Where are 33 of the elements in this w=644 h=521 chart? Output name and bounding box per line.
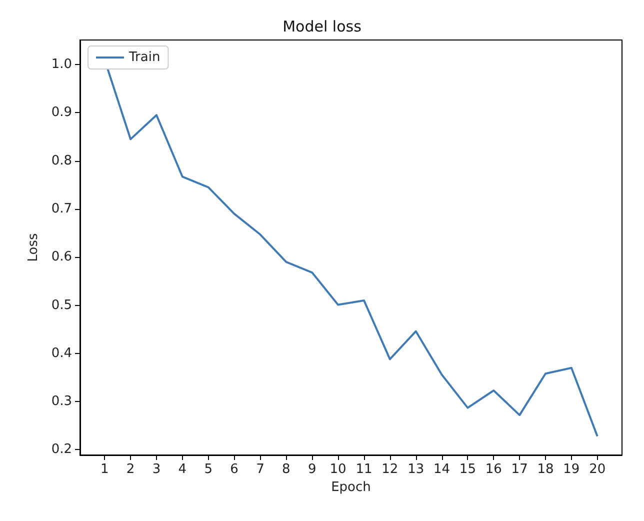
x-tick-label: 8 (282, 462, 290, 477)
y-tick-label: 0.9 (51, 105, 72, 120)
y-axis-title: Loss (26, 233, 41, 262)
x-tick-label: 20 (589, 462, 606, 477)
y-tick-label: 0.8 (51, 153, 72, 168)
y-tick-label: 0.7 (51, 201, 72, 216)
x-tick-label: 6 (230, 462, 238, 477)
y-tick-label: 1.0 (51, 57, 72, 72)
y-tick-label: 0.5 (51, 298, 72, 313)
legend-label: Train (128, 50, 160, 65)
x-tick-label: 2 (126, 462, 135, 477)
x-tick-label: 10 (330, 462, 346, 477)
x-axis-title: Epoch (331, 480, 371, 495)
x-tick-label: 18 (537, 462, 554, 477)
x-tick-label: 5 (204, 462, 213, 477)
y-tick-label: 0.4 (51, 346, 72, 361)
x-tick-label: 11 (356, 462, 372, 477)
x-tick-label: 12 (382, 462, 398, 477)
x-tick-label: 1 (100, 462, 109, 477)
x-tick-label: 9 (308, 462, 316, 477)
x-tick-label: 3 (152, 462, 161, 477)
y-tick-label: 0.6 (51, 250, 72, 265)
x-tick-label: 15 (459, 462, 476, 477)
x-tick-label: 14 (433, 462, 450, 477)
x-tick-label: 13 (408, 462, 424, 477)
x-tick-label: 4 (178, 462, 187, 477)
x-tick-label: 19 (563, 462, 580, 477)
y-tick-label: 0.3 (51, 394, 72, 410)
x-tick-label: 17 (511, 462, 528, 477)
y-tick-label: 0.2 (51, 442, 72, 458)
x-tick-label: 16 (485, 462, 502, 477)
x-tick-label: 7 (256, 462, 264, 477)
chart-title: Model loss (282, 18, 362, 36)
